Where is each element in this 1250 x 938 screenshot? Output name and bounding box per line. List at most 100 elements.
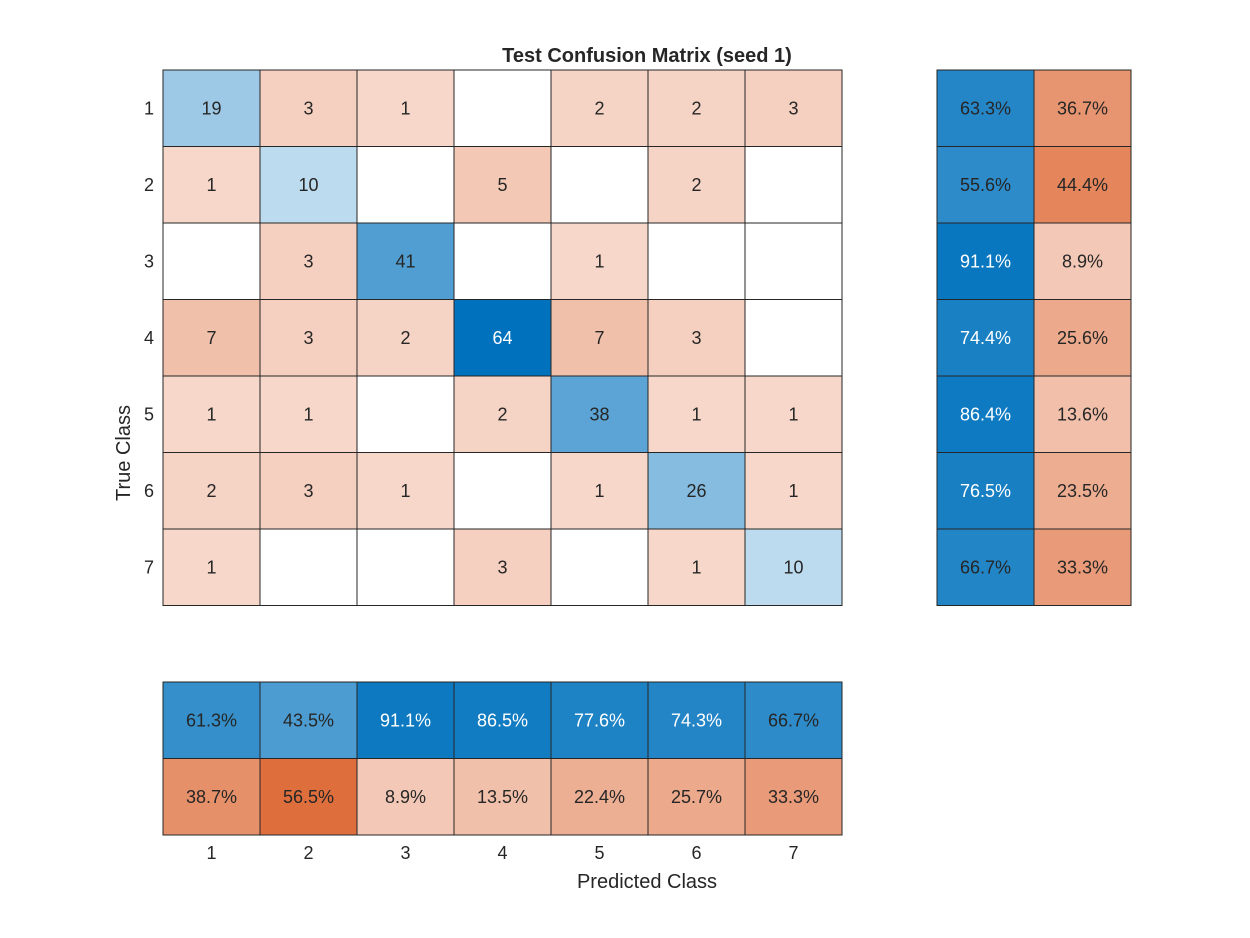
matrix-cell [453, 222, 552, 300]
matrix-cell [744, 222, 843, 300]
matrix-cell-value: 1 [400, 481, 410, 501]
column-summary-incorrect-cell [453, 758, 552, 836]
matrix-cell-value: 3 [788, 98, 798, 118]
axis-ticks: 1 1 2 2 3 3 4 4 5 5 6 6 7 7 [144, 98, 799, 863]
matrix-cell-value: 2 [206, 481, 216, 501]
row-summary-correct-value: 76.5% [960, 481, 1011, 501]
row-summary-correct-value: 86.4% [960, 404, 1011, 424]
column-summary-correct-cell [453, 681, 552, 759]
matrix-cell [162, 69, 261, 147]
column-summary-incorrect-cell [259, 758, 358, 836]
matrix-cell [453, 299, 552, 377]
matrix-cell-value: 3 [303, 481, 313, 501]
row-summary-incorrect-cell [1033, 452, 1132, 530]
column-summary-incorrect-value: 13.5% [477, 787, 528, 807]
matrix-cell [356, 299, 455, 377]
matrix-cell [744, 69, 843, 147]
matrix-cell [550, 375, 649, 453]
column-summary-incorrect-cell [647, 758, 746, 836]
x-tick-label: 4 [497, 843, 507, 863]
column-summary-correct-value: 91.1% [380, 710, 431, 730]
row-summary-incorrect-cell [1033, 69, 1132, 147]
matrix-cell [550, 452, 649, 530]
matrix-cell-value: 2 [594, 98, 604, 118]
row-summary-incorrect-value: 8.9% [1062, 251, 1103, 271]
matrix-cell [647, 299, 746, 377]
row-summary-correct-value: 63.3% [960, 98, 1011, 118]
matrix-cell [744, 375, 843, 453]
column-summary-correct-value: 61.3% [186, 710, 237, 730]
x-tick-label: 5 [594, 843, 604, 863]
matrix-cell [356, 146, 455, 224]
column-summary-incorrect-cell [550, 758, 649, 836]
matrix-cell-value: 1 [788, 481, 798, 501]
row-summary-incorrect-value: 23.5% [1057, 481, 1108, 501]
y-tick-label: 5 [144, 404, 154, 424]
matrix-cell-value: 5 [497, 175, 507, 195]
row-summary-incorrect-value: 33.3% [1057, 557, 1108, 577]
matrix-cell-value: 41 [395, 251, 415, 271]
y-tick-label: 1 [144, 98, 154, 118]
column-summary-incorrect-cell [356, 758, 455, 836]
matrix-cell [162, 375, 261, 453]
matrix-cell [259, 146, 358, 224]
row-summary-correct-cell [936, 222, 1035, 300]
x-tick-label: 1 [206, 843, 216, 863]
matrix-cell-value: 1 [206, 404, 216, 424]
matrix-cell-value: 1 [303, 404, 313, 424]
column-summary-incorrect-cell [744, 758, 843, 836]
matrix-cell [356, 452, 455, 530]
column-summary-incorrect-value: 25.7% [671, 787, 722, 807]
y-tick-label: 7 [144, 557, 154, 577]
row-summary-correct-value: 66.7% [960, 557, 1011, 577]
y-tick-label: 2 [144, 175, 154, 195]
row-summary-incorrect-cell [1033, 528, 1132, 606]
column-summary-correct-cell [356, 681, 455, 759]
matrix-cell [550, 528, 649, 606]
matrix-cell-value: 19 [201, 98, 221, 118]
matrix-cell [453, 452, 552, 530]
column-summary-correct-value: 77.6% [574, 710, 625, 730]
matrix-cell-value: 64 [492, 328, 512, 348]
matrix-cell [744, 528, 843, 606]
matrix-cell-value: 10 [783, 557, 803, 577]
row-summary-correct-value: 55.6% [960, 175, 1011, 195]
row-summary: 63.3% 36.7% 55.6% 44.4% 91.1% 8.9% 74.4% 25.6% 8… [936, 69, 1132, 606]
matrix-cell [259, 452, 358, 530]
y-tick-label: 4 [144, 328, 154, 348]
matrix-cell-value: 2 [691, 98, 701, 118]
matrix-cell-value: 38 [589, 404, 609, 424]
matrix-cell [550, 222, 649, 300]
row-summary-incorrect-value: 36.7% [1057, 98, 1108, 118]
matrix-cell-value: 1 [594, 251, 604, 271]
column-summary-incorrect-value: 8.9% [385, 787, 426, 807]
matrix-cell [744, 299, 843, 377]
matrix-cell [453, 375, 552, 453]
matrix-cell-value: 10 [298, 175, 318, 195]
matrix-cell [744, 452, 843, 530]
row-summary-incorrect-value: 25.6% [1057, 328, 1108, 348]
matrix-cell-value: 3 [303, 251, 313, 271]
matrix-cell [550, 146, 649, 224]
matrix-grid: 19 3 1 2 2 31 10 5 23 41 17 3 2 64 7 31 1 2 38 1 12 3 1 1 26 11 3 1… [162, 69, 843, 606]
matrix-cell-value: 1 [206, 175, 216, 195]
column-summary-correct-cell [162, 681, 261, 759]
matrix-cell-value: 26 [686, 481, 706, 501]
row-summary-correct-cell [936, 299, 1035, 377]
matrix-cell [259, 375, 358, 453]
matrix-cell-value: 7 [594, 328, 604, 348]
matrix-cell [647, 146, 746, 224]
row-summary-correct-value: 91.1% [960, 251, 1011, 271]
matrix-cell [259, 528, 358, 606]
column-summary-correct-value: 66.7% [768, 710, 819, 730]
matrix-cell-value: 1 [691, 557, 701, 577]
row-summary-correct-cell [936, 452, 1035, 530]
y-tick-label: 6 [144, 481, 154, 501]
x-tick-label: 2 [303, 843, 313, 863]
row-summary-incorrect-value: 13.6% [1057, 404, 1108, 424]
matrix-cell-value: 1 [206, 557, 216, 577]
y-tick-label: 3 [144, 251, 154, 271]
chart-title: Test Confusion Matrix (seed 1) [502, 45, 792, 67]
x-axis-label: Predicted Class [577, 871, 717, 893]
matrix-cell [356, 528, 455, 606]
